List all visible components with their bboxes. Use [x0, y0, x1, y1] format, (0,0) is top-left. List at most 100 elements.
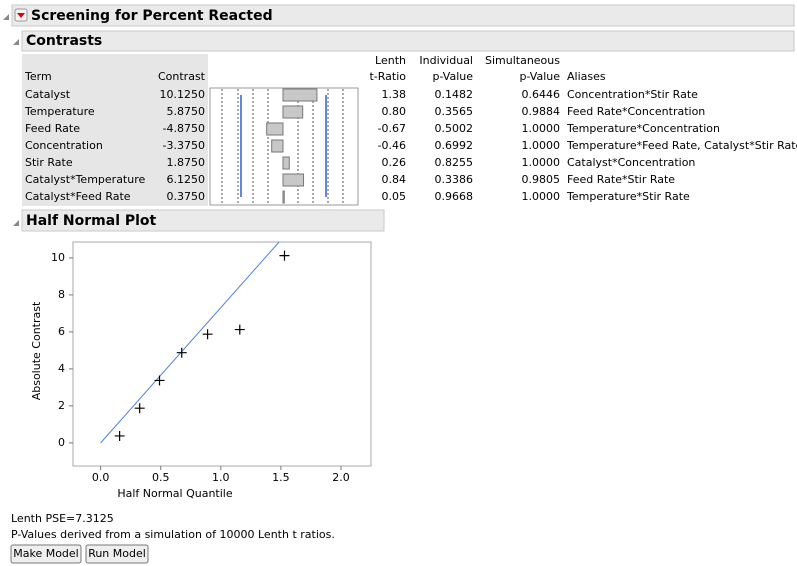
- table-cell: -0.46: [378, 139, 406, 152]
- button[interactable]: [85, 544, 149, 564]
- table-cell: Feed Rate*Stir Rate: [567, 173, 675, 186]
- y-axis-label: Absolute Contrast: [30, 301, 43, 400]
- margin-lines: [240, 95, 327, 197]
- table-cell: 0.6992: [435, 139, 474, 152]
- table-cell: 0.6446: [522, 88, 561, 101]
- table-cell: 0.80: [382, 105, 407, 118]
- table-cell: 1.0000: [522, 156, 561, 169]
- table-cell: 10.1250: [160, 88, 206, 101]
- table-cell: Feed Rate: [25, 122, 80, 135]
- table-cell: Catalyst*Feed Rate: [25, 190, 131, 203]
- disclosure-icon[interactable]: [3, 14, 9, 20]
- table-cell: Concentration*Stir Rate: [567, 88, 698, 101]
- table-cell: Temperature*Stir Rate: [566, 190, 690, 203]
- section-title: Contrasts: [26, 33, 102, 49]
- column-header: Contrast: [158, 70, 206, 83]
- column-header: Simultaneous: [485, 54, 560, 67]
- column-shade: [22, 54, 208, 206]
- table-cell: 0.3565: [435, 105, 474, 118]
- x-tick-label: 0.5: [152, 471, 170, 484]
- y-tick-label: 10: [51, 251, 65, 264]
- pse-line: [100, 241, 280, 444]
- x-tick-label: 0.0: [92, 471, 110, 484]
- lenth-pse: Lenth PSE=7.3125: [11, 512, 114, 525]
- table-cell: -0.67: [378, 122, 406, 135]
- contrast-bar: [271, 139, 284, 153]
- point: [154, 375, 165, 386]
- table-cell: 1.8750: [167, 156, 206, 169]
- table-cell: Concentration: [25, 139, 103, 152]
- table-cell: Temperature*Concentration: [566, 122, 720, 135]
- point: [234, 324, 245, 335]
- point: [114, 430, 125, 441]
- disclosure-icon[interactable]: [13, 220, 19, 226]
- contrast-bar: [282, 88, 318, 102]
- table-cell: 0.05: [382, 190, 407, 203]
- table-cell: 1.0000: [522, 139, 561, 152]
- contrast-bar: [282, 105, 304, 119]
- button[interactable]: [10, 544, 82, 564]
- table-cell: 1.0000: [522, 190, 561, 203]
- y-tick-label: 8: [58, 288, 65, 301]
- y-tick-label: 6: [58, 325, 65, 338]
- x-tick-label: 1.5: [272, 471, 290, 484]
- contrast-bar: [266, 122, 284, 136]
- table-cell: Temperature*Feed Rate, Catalyst*Stir Rat…: [566, 139, 797, 152]
- column-header: p-Value: [519, 70, 560, 83]
- x-tick-label: 1.0: [212, 471, 230, 484]
- contrast-bar: [282, 173, 305, 187]
- column-header: Term: [24, 70, 52, 83]
- menu-arrow: [17, 13, 25, 18]
- contrast-bar: [282, 190, 285, 204]
- footnote: P-Values derived from a simulation of 10…: [11, 528, 335, 541]
- table-cell: 0.3386: [435, 173, 474, 186]
- table-cell: 0.8255: [435, 156, 474, 169]
- column-header: Aliases: [567, 70, 606, 83]
- table-cell: 6.1250: [167, 173, 206, 186]
- x-axis-label: Half Normal Quantile: [117, 487, 233, 500]
- table-cell: Temperature: [24, 105, 95, 118]
- table-cell: 0.9668: [435, 190, 474, 203]
- button-label[interactable]: Make Model: [13, 547, 79, 560]
- table-cell: 0.3750: [167, 190, 206, 203]
- column-header: Lenth: [375, 54, 406, 67]
- table-cell: 0.9805: [522, 173, 561, 186]
- y-tick-label: 2: [58, 399, 65, 412]
- column-header: Individual: [419, 54, 473, 67]
- point: [134, 403, 145, 414]
- table-cell: Catalyst*Temperature: [25, 173, 145, 186]
- column-header: p-Value: [432, 70, 473, 83]
- table-cell: 1.0000: [522, 122, 561, 135]
- table-cell: 0.9884: [522, 105, 561, 118]
- table-cell: Feed Rate*Concentration: [567, 105, 705, 118]
- point: [202, 329, 213, 340]
- table-cell: -4.8750: [163, 122, 205, 135]
- table-cell: 0.5002: [435, 122, 474, 135]
- report-title: Screening for Percent Reacted: [31, 8, 273, 24]
- contrast-bar: [282, 156, 290, 170]
- section-bar: [21, 30, 795, 52]
- plot-frame: [72, 241, 372, 467]
- column-header: t-Ratio: [369, 70, 406, 83]
- point: [176, 347, 187, 358]
- table-cell: -3.3750: [163, 139, 205, 152]
- table-cell: Catalyst: [25, 88, 71, 101]
- point: [279, 250, 290, 261]
- x-tick-label: 2.0: [332, 471, 350, 484]
- section-title: Half Normal Plot: [26, 213, 157, 229]
- y-tick-label: 0: [58, 436, 65, 449]
- table-cell: 5.8750: [167, 105, 206, 118]
- y-tick-label: 4: [58, 362, 65, 375]
- reference-lines: [221, 89, 344, 204]
- table-cell: Stir Rate: [25, 156, 73, 169]
- table-cell: 0.84: [382, 173, 407, 186]
- disclosure-icon[interactable]: [13, 39, 19, 45]
- table-cell: 1.38: [382, 88, 407, 101]
- table-cell: 0.1482: [435, 88, 474, 101]
- button-label[interactable]: Run Model: [88, 547, 146, 560]
- title-bar: [11, 4, 795, 27]
- section-bar: [21, 209, 385, 232]
- table-cell: 0.26: [382, 156, 407, 169]
- table-cell: Catalyst*Concentration: [567, 156, 695, 169]
